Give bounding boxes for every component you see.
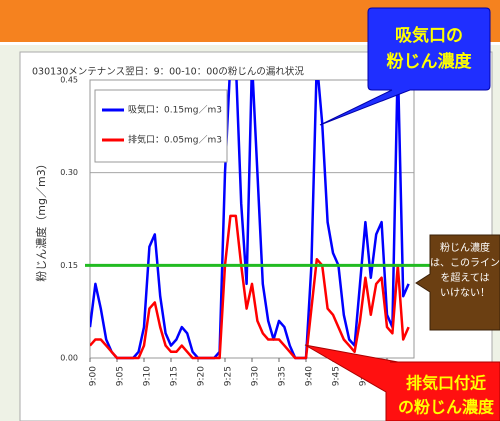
- callout-text: を超えては: [440, 271, 489, 284]
- y-tick-label: 0.15: [60, 261, 78, 270]
- callout-text: は、このライン: [430, 257, 500, 269]
- x-tick-label: 9:05: [116, 366, 126, 386]
- callout-text: の粉じん濃度: [398, 398, 495, 417]
- x-tick-label: 9:10: [143, 366, 153, 386]
- legend-label: 排気口：0.05mg／m3: [128, 134, 222, 146]
- callout-text: 粉じん濃度: [440, 241, 490, 254]
- callout-text: いけない！: [440, 287, 490, 299]
- y-tick-label: 0.00: [60, 354, 78, 363]
- x-tick-label: 9:40: [305, 366, 315, 386]
- series-line: [90, 214, 410, 360]
- callout-brown: [415, 234, 500, 331]
- callout-blue: [319, 7, 491, 126]
- callout-text: 粉じん濃度: [387, 51, 473, 72]
- x-tick-label: 9:45: [332, 366, 342, 386]
- callout-text: 吸気口の: [395, 25, 463, 46]
- legend-label: 吸気口：0.15mg／m3: [128, 104, 222, 116]
- callout-text: 排気口付近: [406, 374, 486, 393]
- y-tick-label: 0.45: [60, 76, 78, 85]
- x-tick-label: 9:00: [89, 366, 99, 386]
- x-tick-label: 9:20: [197, 366, 207, 386]
- series-line: [90, 80, 410, 360]
- x-tick-label: 9:25: [224, 366, 234, 386]
- header-rule: [0, 42, 500, 45]
- y-tick-label: 0.30: [60, 168, 78, 177]
- x-tick-label: 9:15: [170, 366, 180, 386]
- x-tick-label: 9:35: [278, 366, 288, 386]
- y-axis-label: 粉じん濃度（mg／m3）: [34, 158, 48, 281]
- callout-red: [304, 344, 500, 421]
- chart-title: 030130メンテナンス翌日：9：00-10：00の粉じんの漏れ状況: [32, 66, 304, 78]
- legend-box: [94, 89, 228, 163]
- x-tick-label: 9:30: [251, 366, 261, 386]
